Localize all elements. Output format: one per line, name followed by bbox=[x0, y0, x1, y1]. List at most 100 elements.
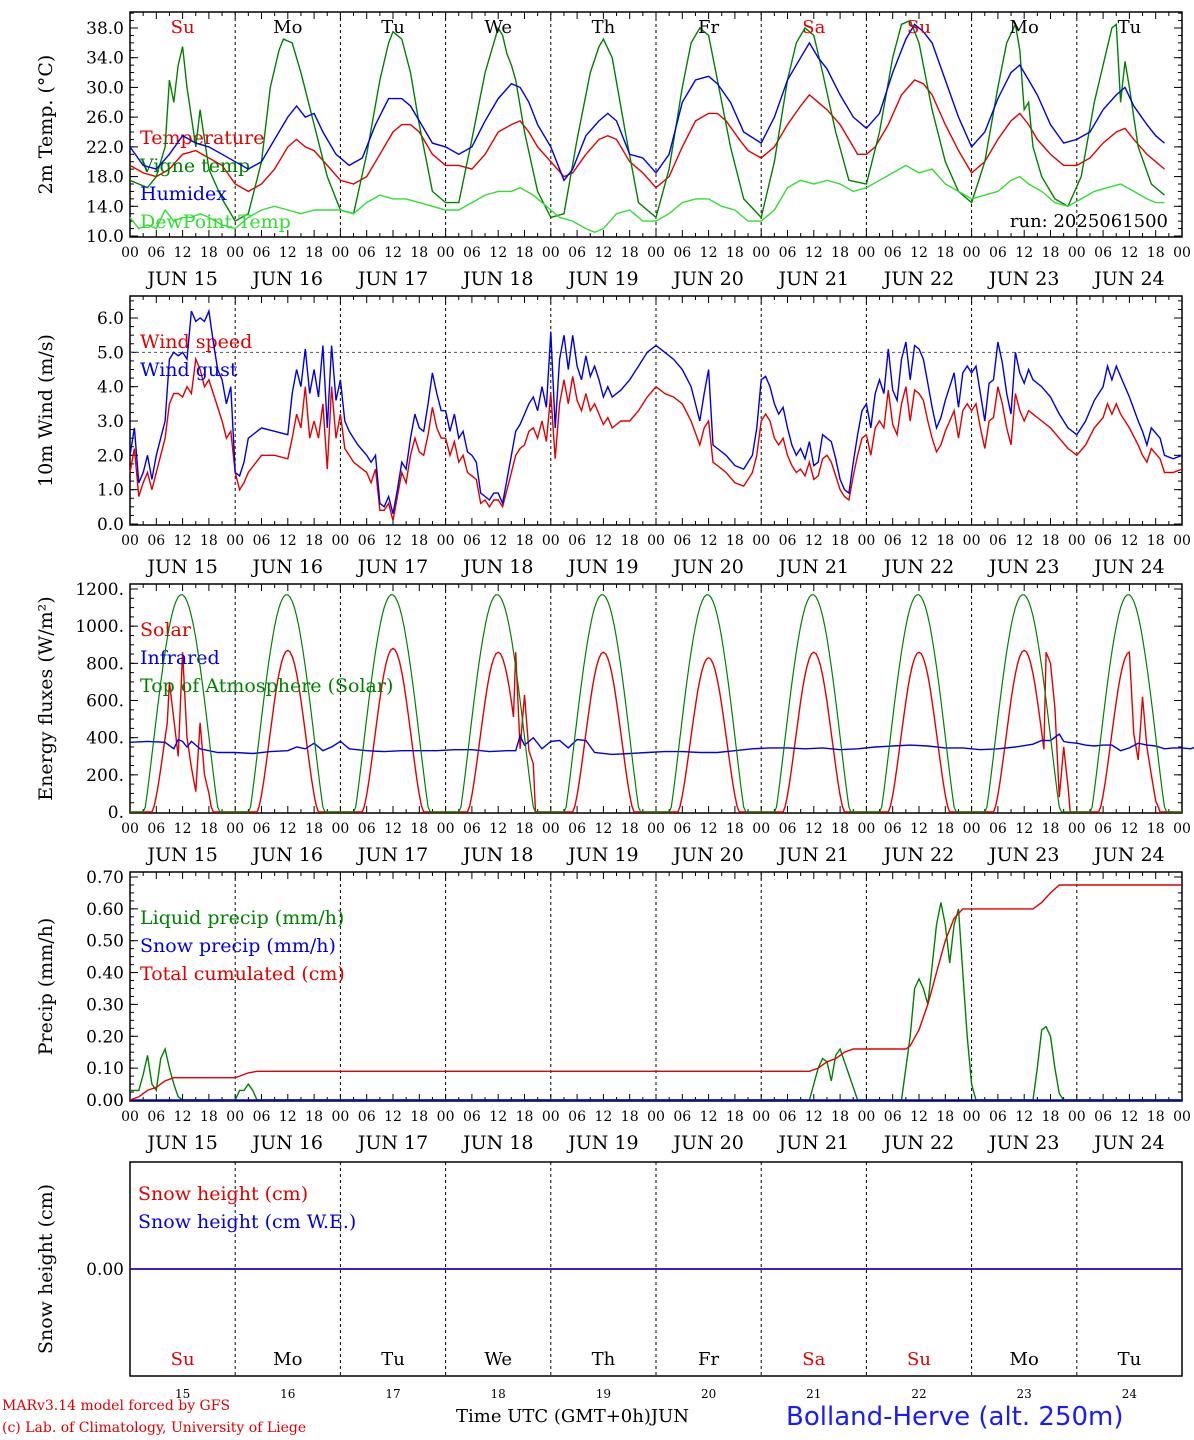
series-line bbox=[129, 732, 1194, 756]
hour-tick-label: 06 bbox=[463, 533, 481, 549]
hour-tick-label: 18 bbox=[726, 821, 744, 837]
date-label: JUN 19 bbox=[566, 1132, 638, 1154]
y-tick-label: 0.0 bbox=[97, 515, 124, 535]
hour-tick-label: 06 bbox=[673, 533, 691, 549]
weekday-label: Th bbox=[592, 17, 616, 38]
hour-tick-label: 06 bbox=[568, 1109, 586, 1125]
date-label: JUN 17 bbox=[356, 1132, 428, 1154]
day-number-label: 19 bbox=[596, 1387, 611, 1401]
hour-tick-label: 12 bbox=[910, 1109, 928, 1125]
legend-entry: Vigne temp bbox=[139, 155, 250, 177]
hour-tick-label: 06 bbox=[463, 1109, 481, 1125]
hour-tick-label: 00 bbox=[121, 245, 139, 261]
hour-tick-label: 18 bbox=[305, 821, 323, 837]
y-tick-label: 0.10 bbox=[86, 1059, 124, 1079]
hour-tick-label: 00 bbox=[752, 1109, 770, 1125]
y-tick-label: 800. bbox=[86, 654, 124, 674]
hour-tick-label: 18 bbox=[516, 533, 534, 549]
y-tick-label: 0. bbox=[108, 803, 124, 823]
hour-tick-label: 00 bbox=[331, 245, 349, 261]
y-tick-label: 22.0 bbox=[86, 138, 124, 158]
legend-entry: Liquid precip (mm/h) bbox=[140, 907, 344, 929]
hour-tick-label: 18 bbox=[305, 533, 323, 549]
legend-entry: Wind gust bbox=[140, 359, 238, 381]
day-number-label: 15 bbox=[175, 1387, 190, 1401]
hour-tick-label: 12 bbox=[489, 1109, 507, 1125]
date-label: JUN 17 bbox=[356, 268, 428, 290]
hour-tick-label: 00 bbox=[1068, 245, 1086, 261]
hour-tick-label: 00 bbox=[857, 533, 875, 549]
hour-tick-label: 12 bbox=[594, 1109, 612, 1125]
weekday-label: Tu bbox=[1118, 17, 1142, 38]
hour-tick-label: 06 bbox=[673, 821, 691, 837]
series-line bbox=[129, 164, 1165, 234]
y-tick-label: 0.00 bbox=[86, 1091, 124, 1111]
y-tick-label: 34.0 bbox=[86, 49, 124, 69]
hour-tick-label: 06 bbox=[779, 821, 797, 837]
hour-tick-label: 18 bbox=[1147, 821, 1165, 837]
hour-tick-label: 18 bbox=[726, 245, 744, 261]
hour-tick-label: 06 bbox=[147, 245, 165, 261]
date-label: JUN 20 bbox=[671, 268, 743, 290]
hour-tick-label: 12 bbox=[279, 245, 297, 261]
y-tick-label: 14.0 bbox=[86, 197, 124, 217]
hour-tick-label: 18 bbox=[1147, 1109, 1165, 1125]
y-tick-label: 2.0 bbox=[97, 446, 124, 466]
date-label: JUN 18 bbox=[461, 268, 533, 290]
weekday-label: We bbox=[484, 1349, 512, 1370]
hour-tick-label: 06 bbox=[989, 821, 1007, 837]
date-label: JUN 15 bbox=[145, 1132, 217, 1154]
date-label: JUN 18 bbox=[461, 556, 533, 578]
hour-tick-label: 18 bbox=[726, 1109, 744, 1125]
hour-tick-label: 06 bbox=[1094, 245, 1112, 261]
hour-tick-label: 18 bbox=[621, 245, 639, 261]
date-label: JUN 21 bbox=[777, 556, 849, 578]
hour-tick-label: 12 bbox=[384, 1109, 402, 1125]
hour-tick-label: 18 bbox=[936, 1109, 954, 1125]
series-line bbox=[129, 79, 1165, 193]
hour-tick-label: 18 bbox=[1147, 533, 1165, 549]
date-label: JUN 22 bbox=[882, 556, 954, 578]
y-tick-label: 38.0 bbox=[86, 19, 124, 39]
hour-tick-label: 00 bbox=[542, 821, 560, 837]
hour-tick-label: 12 bbox=[384, 245, 402, 261]
series-line bbox=[129, 308, 1183, 514]
hour-tick-label: 18 bbox=[410, 533, 428, 549]
hour-tick-label: 12 bbox=[174, 245, 192, 261]
hour-tick-label: 06 bbox=[779, 533, 797, 549]
hour-tick-label: 06 bbox=[884, 1109, 902, 1125]
hour-tick-label: 00 bbox=[1068, 533, 1086, 549]
hour-tick-label: 06 bbox=[147, 821, 165, 837]
y-axis-title: 10m Wind (m/s) bbox=[35, 334, 57, 487]
y-tick-label: 3.0 bbox=[97, 412, 124, 432]
weekday-label: Mo bbox=[1010, 17, 1039, 38]
hour-tick-label: 18 bbox=[936, 821, 954, 837]
hour-tick-label: 12 bbox=[805, 821, 823, 837]
hour-tick-label: 12 bbox=[1120, 821, 1138, 837]
series-line bbox=[129, 356, 1183, 521]
hour-tick-label: 18 bbox=[1042, 533, 1060, 549]
date-label: JUN 17 bbox=[356, 844, 428, 866]
hour-tick-label: 18 bbox=[621, 533, 639, 549]
hour-tick-label: 06 bbox=[989, 245, 1007, 261]
hour-tick-label: 00 bbox=[121, 533, 139, 549]
weekday-label: Mo bbox=[1010, 1349, 1039, 1370]
hour-tick-label: 00 bbox=[121, 821, 139, 837]
hour-tick-label: 00 bbox=[857, 245, 875, 261]
hour-tick-label: 12 bbox=[1015, 533, 1033, 549]
date-label: JUN 22 bbox=[882, 1132, 954, 1154]
y-tick-label: 1200. bbox=[75, 580, 124, 600]
date-label: JUN 22 bbox=[882, 844, 954, 866]
date-label: JUN 15 bbox=[145, 268, 217, 290]
hour-tick-label: 18 bbox=[1147, 245, 1165, 261]
hour-tick-label: 18 bbox=[621, 1109, 639, 1125]
hour-tick-label: 00 bbox=[1173, 821, 1191, 837]
legend-entry: Snow height (cm) bbox=[138, 1183, 308, 1205]
hour-tick-label: 06 bbox=[673, 1109, 691, 1125]
date-label: JUN 19 bbox=[566, 268, 638, 290]
hour-tick-label: 12 bbox=[700, 821, 718, 837]
hour-tick-label: 06 bbox=[884, 533, 902, 549]
hour-tick-label: 18 bbox=[1042, 821, 1060, 837]
weekday-label: Sa bbox=[802, 17, 825, 38]
hour-tick-label: 00 bbox=[647, 1109, 665, 1125]
